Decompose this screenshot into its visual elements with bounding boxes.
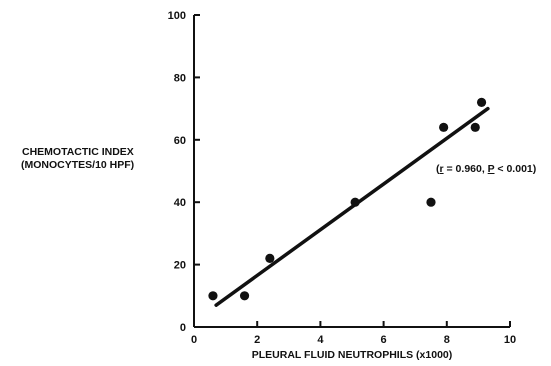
y-tick-label-20: 20 <box>174 260 186 272</box>
fit-line-group <box>214 106 490 307</box>
x-tick-label-0: 0 <box>191 334 197 346</box>
axes <box>193 15 510 328</box>
x-tick-label-8: 8 <box>444 334 450 346</box>
annotation-open: ( <box>436 163 440 175</box>
y-tick-label-40: 40 <box>174 197 186 209</box>
data-point-8 <box>476 97 487 107</box>
y-axis-label-line-1: CHEMOTACTIC INDEX <box>22 146 134 158</box>
correlation-annotation: (r = 0.960, P < 0.001) <box>436 163 536 175</box>
annotation-p-symbol: P <box>487 163 495 175</box>
data-point-5 <box>426 197 436 207</box>
x-axis-label: PLEURAL FLUID NEUTROPHILS (x1000) <box>252 349 453 361</box>
y-tick-label-60: 60 <box>174 135 186 147</box>
data-points <box>208 97 487 301</box>
annotation-p-value: < 0.001) <box>494 163 537 175</box>
y-tick-label-80: 80 <box>174 72 186 84</box>
data-point-6 <box>439 122 449 132</box>
data-point-1 <box>208 291 218 301</box>
x-tick-label-4: 4 <box>317 334 324 346</box>
x-tick-label-10: 10 <box>504 334 516 346</box>
data-point-4 <box>350 197 360 207</box>
annotation-r-symbol: r <box>439 163 444 175</box>
y-axis-label-line-2: (MONOCYTES/10 HPF) <box>21 159 135 171</box>
x-tick-label-6: 6 <box>381 334 387 346</box>
y-tick-label-0: 0 <box>180 322 186 334</box>
x-tick-label-2: 2 <box>254 334 260 346</box>
annotation-r-value: = 0.960, <box>443 163 488 175</box>
data-point-2 <box>239 291 250 301</box>
data-point-7 <box>470 122 480 132</box>
data-point-3 <box>265 253 275 263</box>
y-tick-label-100: 100 <box>168 10 186 22</box>
regression-line <box>214 106 490 307</box>
tick-marks: 0 20 40 60 80 100 0 2 4 6 8 10 <box>168 10 516 346</box>
